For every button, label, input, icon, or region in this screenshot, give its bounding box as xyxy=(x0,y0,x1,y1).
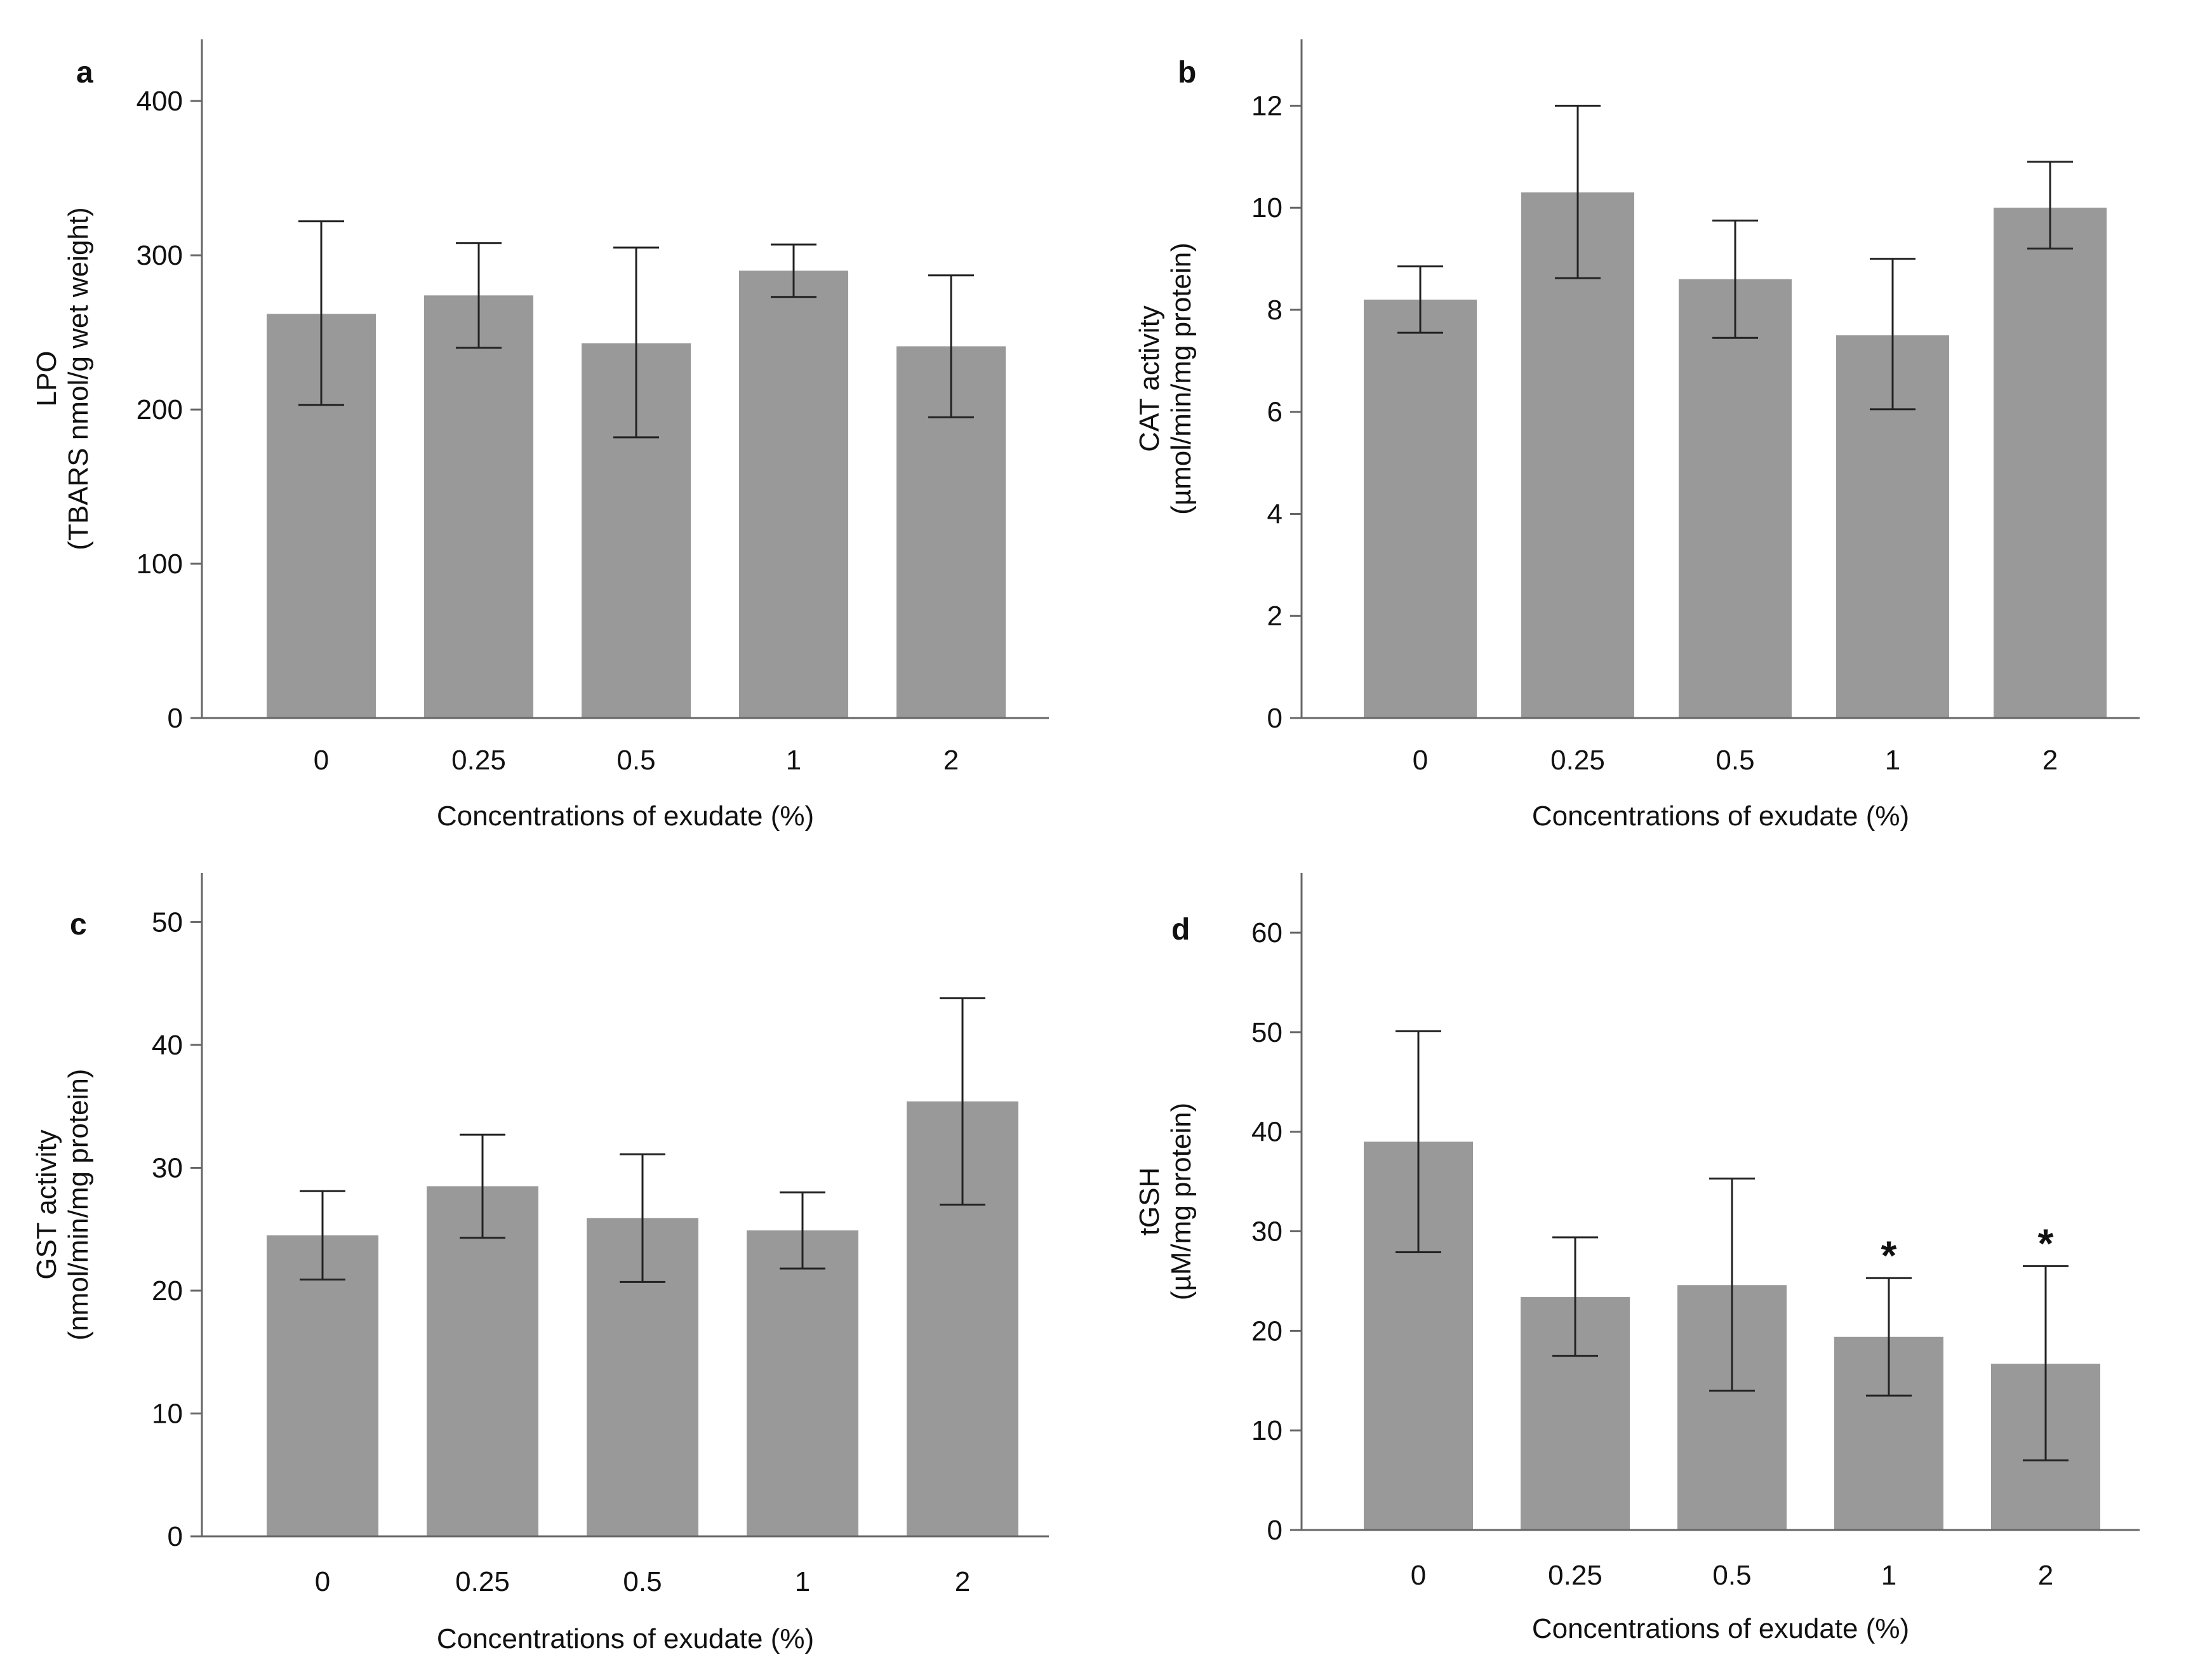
y-axis-subtitle: (TBARS nmol/g wet weight) xyxy=(63,207,94,550)
y-tick-label: 4 xyxy=(1267,498,1283,529)
bar xyxy=(747,1230,858,1536)
y-tick-label: 0 xyxy=(168,703,183,734)
y-tick-label: 2 xyxy=(1267,601,1283,632)
x-tick-label: 1 xyxy=(1881,1560,1896,1591)
x-tick-label: 0 xyxy=(314,745,329,776)
y-axis-subtitle: (nmol/min/mg protein) xyxy=(63,1069,94,1341)
y-tick-label: 0 xyxy=(168,1521,183,1552)
y-tick-label: 50 xyxy=(152,907,183,938)
bar xyxy=(427,1186,538,1536)
x-tick-label: 0.25 xyxy=(1550,745,1605,776)
y-tick-label: 30 xyxy=(152,1152,183,1183)
bar xyxy=(424,295,533,718)
y-tick-label: 100 xyxy=(137,549,183,580)
bar xyxy=(1679,279,1792,718)
x-tick-label: 0.5 xyxy=(623,1566,662,1597)
bar xyxy=(1994,208,2107,718)
bar xyxy=(267,1235,378,1536)
x-tick-label: 0.25 xyxy=(451,745,506,776)
y-tick-label: 60 xyxy=(1251,917,1283,948)
y-tick-label: 0 xyxy=(1267,1515,1283,1546)
x-tick-label: 2 xyxy=(955,1566,970,1597)
y-tick-label: 8 xyxy=(1267,295,1283,326)
x-tick-label: 1 xyxy=(786,745,801,776)
y-tick-label: 10 xyxy=(1251,192,1283,223)
y-tick-label: 40 xyxy=(1251,1117,1283,1148)
y-tick-label: 10 xyxy=(1251,1415,1283,1446)
bar xyxy=(739,270,848,718)
y-axis-title: tGSH xyxy=(1134,1167,1165,1236)
x-tick-label: 1 xyxy=(1885,745,1900,776)
bar xyxy=(1364,299,1477,718)
x-axis-title: Concentrations of exudate (%) xyxy=(1532,1613,1909,1644)
x-tick-label: 2 xyxy=(2042,745,2058,776)
y-tick-label: 20 xyxy=(1251,1315,1283,1347)
significance-marker: * xyxy=(2038,1220,2054,1266)
panel-letter: a xyxy=(76,56,93,90)
y-tick-label: 6 xyxy=(1267,397,1283,428)
panel-letter: c xyxy=(70,908,87,941)
x-axis-title: Concentrations of exudate (%) xyxy=(437,801,814,832)
x-axis-title: Concentrations of exudate (%) xyxy=(1532,801,1909,832)
panel-letter: d xyxy=(1171,913,1190,947)
x-tick-label: 2 xyxy=(943,745,959,776)
y-tick-label: 30 xyxy=(1251,1216,1283,1247)
x-tick-label: 0.25 xyxy=(1548,1560,1602,1591)
y-axis-subtitle: (µM/mg protein) xyxy=(1166,1103,1197,1300)
y-tick-label: 20 xyxy=(152,1275,183,1307)
panel-letter: b xyxy=(1178,56,1196,90)
x-tick-label: 0 xyxy=(315,1566,330,1597)
y-axis-title: CAT activity xyxy=(1134,305,1165,452)
y-tick-label: 50 xyxy=(1251,1017,1283,1048)
x-tick-label: 1 xyxy=(795,1566,810,1597)
x-tick-label: 0.5 xyxy=(616,745,655,776)
x-tick-label: 0.5 xyxy=(1712,1560,1751,1591)
x-tick-label: 0 xyxy=(1411,1560,1426,1591)
y-axis-title: GST activity xyxy=(31,1129,62,1279)
y-tick-label: 10 xyxy=(152,1398,183,1429)
bar xyxy=(1521,192,1634,718)
x-tick-label: 0.25 xyxy=(455,1566,510,1597)
panel-a: 0 0.25 0.5 1 2 0 100 200 300 400 Concentrations of… xyxy=(31,39,1049,832)
y-tick-label: 200 xyxy=(137,394,183,425)
x-axis-title: Concentrations of exudate (%) xyxy=(437,1623,814,1654)
significance-marker: * xyxy=(1881,1232,1897,1278)
y-tick-label: 400 xyxy=(137,86,183,117)
x-tick-label: 0 xyxy=(1413,745,1428,776)
x-tick-label: 2 xyxy=(2038,1560,2053,1591)
y-tick-label: 0 xyxy=(1267,703,1283,734)
y-tick-label: 300 xyxy=(137,240,183,271)
panel-d: 0 0.25 0.5 1 * 2 * 0 10 20 30 40 50 60 Concentrations … xyxy=(1134,873,2140,1644)
y-tick-label: 12 xyxy=(1251,90,1283,121)
x-tick-label: 0.5 xyxy=(1716,745,1754,776)
y-axis-subtitle: (µmol/min/mg protein) xyxy=(1166,243,1197,515)
y-tick-label: 40 xyxy=(152,1030,183,1061)
y-axis-title: LPO xyxy=(31,350,62,406)
